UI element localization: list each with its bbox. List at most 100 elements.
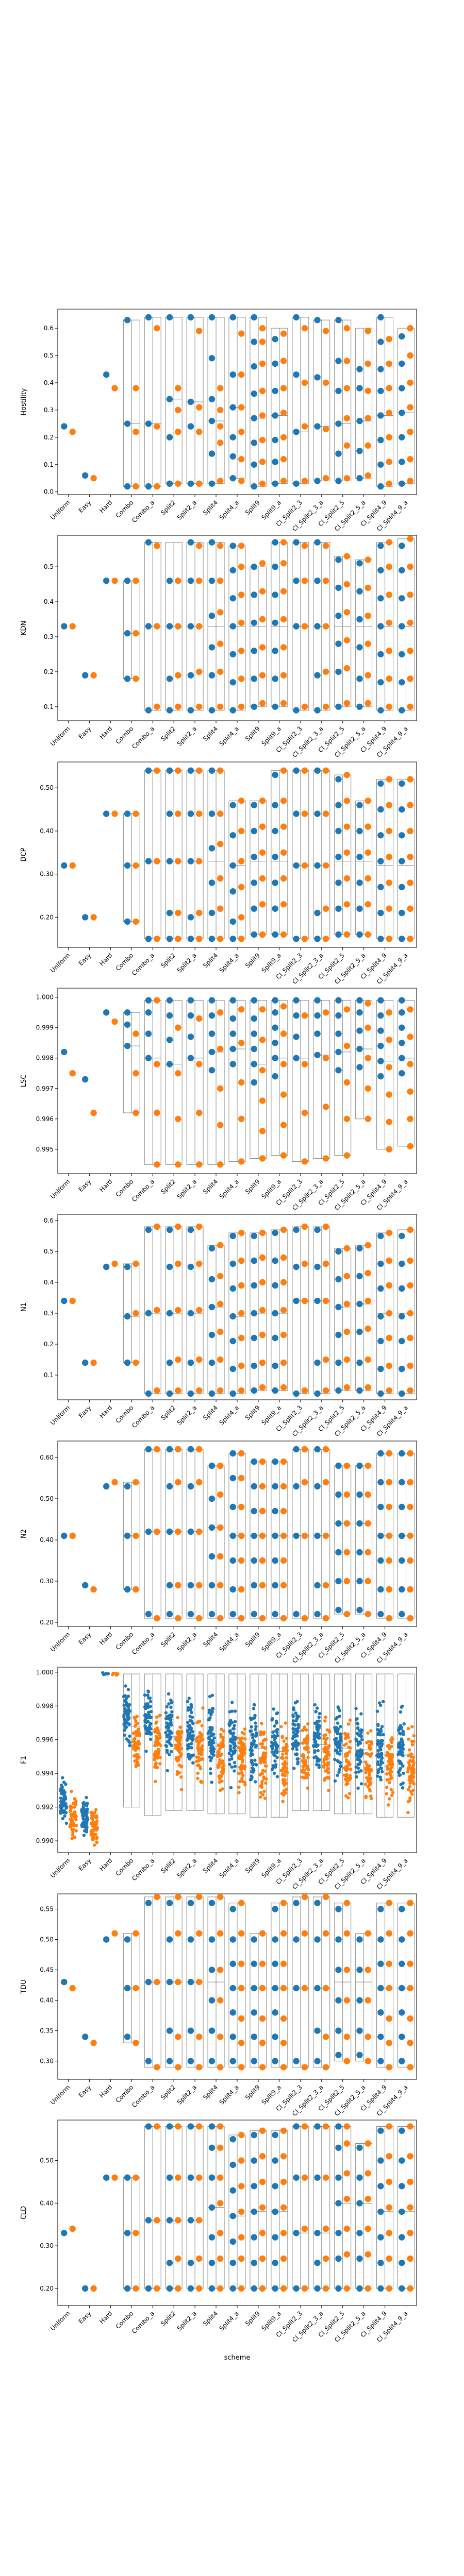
point-blue [272, 1073, 278, 1080]
point-blue [187, 2027, 194, 2034]
point-blue [251, 390, 257, 397]
point-orange [175, 1161, 181, 1168]
point-orange [200, 1724, 204, 1727]
box [334, 1000, 352, 1156]
point-blue [148, 1726, 152, 1730]
point-orange [196, 936, 203, 942]
point-blue [61, 623, 68, 630]
point-orange [69, 1532, 76, 1539]
point-blue [187, 1055, 194, 1061]
point-blue [399, 2183, 405, 2190]
box [144, 1449, 161, 1619]
point-blue [335, 450, 342, 457]
box [250, 1000, 267, 1159]
point-blue [293, 767, 300, 774]
point-blue [187, 398, 194, 405]
point-orange [407, 2178, 413, 2185]
point-blue [312, 1731, 317, 1735]
point-orange [217, 810, 224, 817]
point-orange [327, 1745, 330, 1749]
point-blue [293, 1900, 300, 1906]
point-blue [169, 1698, 173, 1702]
point-orange [259, 560, 266, 567]
point-blue [314, 578, 321, 584]
point-blue [377, 412, 384, 419]
point-orange [343, 2140, 351, 2147]
point-blue [82, 2033, 89, 2040]
point-blue [272, 1387, 278, 1394]
point-blue [229, 918, 236, 925]
point-blue [399, 2033, 405, 2040]
point-orange [153, 1730, 157, 1734]
point-orange [132, 1586, 139, 1593]
point-blue [61, 1978, 68, 1986]
point-orange [132, 2174, 139, 2181]
point-orange [238, 1257, 245, 1264]
point-blue [228, 1758, 231, 1761]
point-orange [343, 931, 351, 938]
point-blue [275, 1749, 279, 1752]
x-tick-label: Easy [77, 499, 93, 514]
point-blue [272, 2131, 278, 2139]
point-blue [187, 1310, 194, 1317]
point-orange [407, 379, 413, 386]
y-tick-label: 0.992 [36, 1804, 54, 1811]
point-orange [364, 1115, 371, 1122]
point-blue [123, 1733, 126, 1737]
point-orange [242, 1732, 246, 1736]
point-blue [377, 1985, 384, 1992]
point-blue [145, 997, 152, 1004]
point-orange [196, 767, 203, 774]
point-blue [208, 1030, 216, 1037]
point-blue [314, 478, 321, 484]
point-orange [386, 1387, 392, 1394]
y-tick-label: 0.3 [44, 406, 54, 414]
point-orange [364, 1549, 371, 1556]
point-orange [322, 905, 329, 912]
point-blue [377, 1755, 380, 1759]
point-blue [233, 1724, 236, 1727]
point-orange [134, 1765, 138, 1768]
point-blue [166, 1390, 173, 1397]
y-tick-label: 0.50 [40, 1936, 54, 1943]
point-orange [343, 1328, 351, 1335]
box [313, 1226, 330, 1394]
point-blue [335, 1276, 342, 1283]
point-orange [386, 1064, 392, 1071]
point-orange [285, 1736, 289, 1740]
point-orange [301, 936, 308, 942]
point-blue [401, 1786, 405, 1790]
point-orange [175, 810, 181, 817]
point-blue [208, 1012, 216, 1019]
point-blue [377, 461, 384, 468]
point-orange [241, 1750, 244, 1754]
point-orange [175, 909, 181, 917]
point-blue [210, 1756, 213, 1760]
point-blue [314, 2174, 321, 2181]
point-orange [280, 1736, 284, 1739]
box [271, 1000, 288, 1156]
point-orange [263, 1797, 267, 1800]
box [313, 1673, 330, 1811]
x-tick-label: Combo [114, 1404, 135, 1425]
y-tick-label: 0.6 [44, 325, 54, 332]
point-orange [280, 539, 287, 546]
point-orange [237, 1785, 241, 1789]
point-blue [272, 1707, 275, 1711]
point-orange [259, 1483, 266, 1490]
point-orange [218, 1781, 221, 1784]
point-orange [261, 1739, 266, 1743]
point-blue [270, 1750, 274, 1754]
y-tick-label: 0.998 [36, 1055, 54, 1062]
point-orange [386, 2123, 392, 2130]
point-blue [127, 1717, 130, 1721]
point-blue [229, 1337, 236, 1345]
point-blue [314, 1936, 321, 1943]
point-blue [272, 1362, 278, 1369]
box [355, 1933, 373, 2062]
point-orange [154, 1307, 160, 1314]
point-blue [251, 563, 257, 570]
x-tick-label: Split9 [244, 1404, 261, 1421]
point-blue [314, 1611, 321, 1618]
point-orange [220, 1735, 223, 1739]
